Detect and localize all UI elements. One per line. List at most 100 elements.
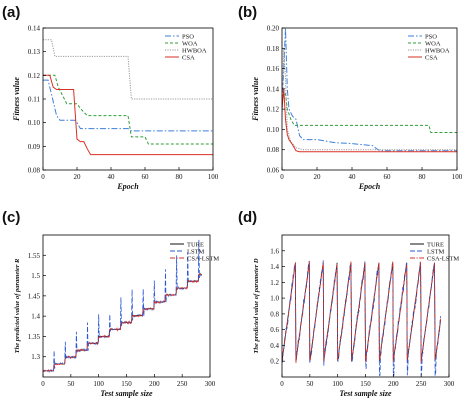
y-tick-label-c: 1.35 bbox=[28, 333, 41, 341]
y-tick-label-d: 1.4 bbox=[270, 263, 279, 271]
panel-b: (b) 0 20 40 60 80 100 0.06 0.08 0.10 0.12 0.14 0.16… bbox=[238, 4, 463, 191]
legend-label-b: PSO bbox=[425, 33, 437, 40]
legend-label-c: LSTM bbox=[187, 248, 205, 255]
x-tick-label-b: 20 bbox=[314, 173, 322, 181]
panel-label-b: (b) bbox=[238, 4, 257, 21]
panel-d: (d) 0 50 100 150 200 250 300 0.2 0.4 0.6 0.8 1.0 1.2… bbox=[238, 209, 459, 398]
panel-label-d: (d) bbox=[238, 209, 257, 226]
x-tick-label-d: 300 bbox=[444, 380, 455, 388]
y-tick-label-a: 0.12 bbox=[28, 72, 41, 80]
y-tick-label-d: 0.2 bbox=[270, 358, 279, 366]
series-line-d-csa-lstm bbox=[282, 260, 441, 364]
series-line-a-woa bbox=[43, 74, 213, 145]
y-tick-label-b: 0.16 bbox=[267, 65, 280, 73]
y-tick-label-b: 0.06 bbox=[267, 167, 280, 175]
legend-label-c: CSA-LSTM bbox=[187, 255, 219, 262]
x-tick-label-c: 250 bbox=[177, 380, 188, 388]
x-tick-label-d: 0 bbox=[280, 380, 284, 388]
x-axis-label-b: Epoch bbox=[358, 182, 381, 191]
series-line-b-woa bbox=[282, 92, 457, 133]
series-line-a-csa bbox=[43, 74, 213, 156]
x-axis-label-a: Epoch bbox=[116, 182, 139, 191]
legend-label-d: CSA-LSTM bbox=[427, 255, 459, 262]
y-tick-label-c: 1.5 bbox=[31, 272, 40, 280]
x-tick-label-c: 0 bbox=[41, 380, 45, 388]
series-line-b-hwboa bbox=[282, 48, 457, 151]
panel-label-a: (a) bbox=[2, 4, 20, 21]
x-tick-label-d: 50 bbox=[306, 380, 314, 388]
legend-label-b: HWBOA bbox=[425, 47, 450, 54]
y-tick-label-b: 0.18 bbox=[267, 45, 280, 53]
plot-frame-b bbox=[281, 27, 458, 171]
series-line-a-pso bbox=[43, 79, 213, 132]
y-tick-label-d: 0.4 bbox=[270, 342, 279, 350]
y-tick-label-a: 0.08 bbox=[28, 167, 41, 175]
x-tick-label-a: 40 bbox=[108, 173, 116, 181]
y-tick-label-c: 1.45 bbox=[28, 292, 41, 300]
panel-label-c: (c) bbox=[2, 209, 20, 226]
y-tick-label-d: 0.8 bbox=[270, 310, 279, 318]
y-tick-label-a: 0.09 bbox=[28, 143, 41, 151]
x-tick-label-b: 80 bbox=[419, 173, 427, 181]
x-tick-label-c: 50 bbox=[67, 380, 75, 388]
x-tick-label-a: 100 bbox=[208, 173, 219, 181]
series-group-b bbox=[282, 28, 457, 153]
series-line-c-csa-lstm bbox=[43, 273, 202, 373]
series-group-a bbox=[43, 39, 213, 156]
x-tick-label-a: 60 bbox=[142, 173, 150, 181]
legend-label-a: WOA bbox=[182, 40, 198, 47]
legend-label-c: TURE bbox=[187, 241, 204, 248]
y-axis-label-c: The predicted value of parameter R bbox=[14, 258, 21, 353]
panel-a: (a) 0 20 40 60 80 100 0.08 0.09 0.10 0.11 0.12 0.13… bbox=[2, 4, 219, 191]
y-axis-label-b: Fitness value bbox=[251, 77, 260, 122]
y-tick-label-a: 0.14 bbox=[28, 25, 41, 33]
x-tick-label-b: 100 bbox=[452, 173, 463, 181]
plot-frame-c bbox=[42, 234, 211, 378]
x-tick-label-d: 150 bbox=[360, 380, 371, 388]
y-tick-label-d: 1.6 bbox=[270, 247, 279, 255]
y-tick-label-c: 1.55 bbox=[28, 252, 41, 260]
series-line-b-pso bbox=[282, 28, 457, 152]
legend-label-a: CSA bbox=[182, 54, 195, 61]
x-tick-label-b: 60 bbox=[384, 173, 392, 181]
x-tick-label-c: 100 bbox=[93, 380, 104, 388]
series-group-d bbox=[282, 260, 441, 376]
x-tick-label-c: 150 bbox=[121, 380, 132, 388]
x-tick-label-d: 100 bbox=[332, 380, 343, 388]
legend-label-d: LSTM bbox=[427, 248, 445, 255]
x-tick-label-b: 0 bbox=[280, 173, 284, 181]
y-tick-label-a: 0.11 bbox=[28, 96, 40, 104]
y-tick-label-b: 0.20 bbox=[267, 25, 280, 33]
chart-c: 0 50 100 150 200 250 300 1.3 1.35 1.4 1.45 1.5 1.55 T… bbox=[14, 234, 219, 398]
series-group-c bbox=[43, 239, 203, 374]
y-tick-label-a: 0.13 bbox=[28, 48, 41, 56]
y-tick-label-d: 1.0 bbox=[270, 295, 279, 303]
x-tick-label-a: 20 bbox=[74, 173, 82, 181]
x-tick-label-d: 200 bbox=[388, 380, 399, 388]
x-tick-label-b: 40 bbox=[349, 173, 357, 181]
series-line-c-lstm bbox=[43, 239, 203, 374]
chart-d: 0 50 100 150 200 250 300 0.2 0.4 0.6 0.8 1.0 1.2 1.4 1… bbox=[253, 234, 459, 398]
legend-label-b: WOA bbox=[425, 40, 441, 47]
x-tick-label-c: 300 bbox=[205, 380, 216, 388]
series-line-d-lstm bbox=[282, 260, 441, 376]
chart-b: 0 20 40 60 80 100 0.06 0.08 0.10 0.12 0.14 0.16 0.18… bbox=[251, 25, 463, 192]
y-tick-label-a: 0.10 bbox=[28, 119, 41, 127]
series-line-d-ture bbox=[282, 262, 441, 362]
x-tick-label-c: 200 bbox=[149, 380, 160, 388]
x-tick-label-d: 250 bbox=[416, 380, 427, 388]
y-tick-label-d: 1.2 bbox=[270, 279, 279, 287]
y-tick-label-d: 0.6 bbox=[270, 326, 279, 334]
y-tick-label-b: 0.12 bbox=[267, 106, 280, 114]
y-tick-label-b: 0.10 bbox=[267, 126, 280, 134]
y-tick-label-c: 1.4 bbox=[31, 313, 40, 321]
x-axis-label-d: Test sample size bbox=[339, 389, 392, 398]
y-tick-label-c: 1.3 bbox=[31, 353, 40, 361]
y-axis-label-d: The predicted value of parameter D bbox=[253, 258, 260, 353]
x-axis-label-c: Test sample size bbox=[100, 389, 153, 398]
chart-a: 0 20 40 60 80 100 0.08 0.09 0.10 0.11 0.12 0.13 0.14… bbox=[12, 25, 219, 192]
series-line-b-csa bbox=[282, 88, 457, 153]
